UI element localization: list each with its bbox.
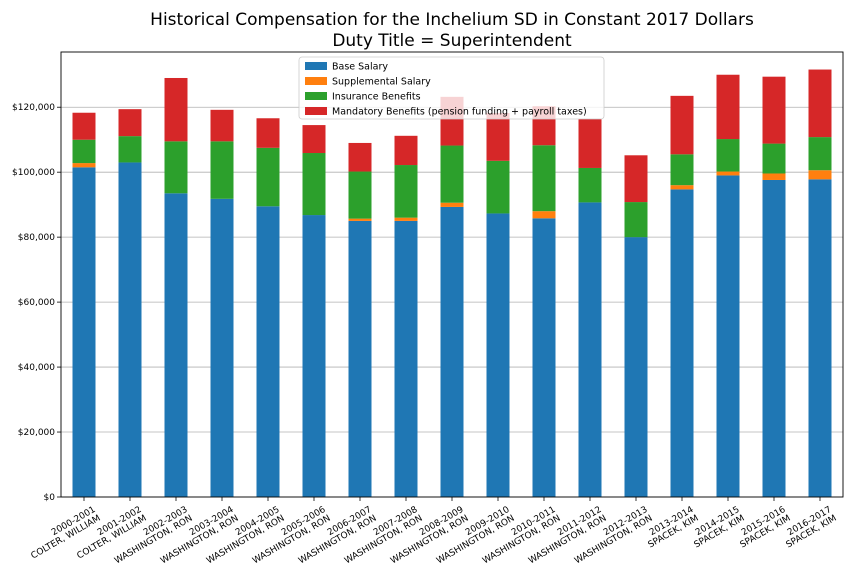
x-tick-label: 2016-2017SPACEK, KIM — [780, 505, 839, 551]
chart-subtitle: Duty Title = Superintendent — [332, 31, 572, 51]
bar-segment — [348, 218, 372, 221]
bar-segment — [302, 153, 326, 216]
legend-box — [298, 56, 605, 120]
x-tick-label: 2014-2015SPACEK, KIM — [688, 505, 747, 551]
bar-segment — [440, 206, 464, 497]
bar-segment — [164, 77, 188, 142]
bar-segment — [808, 170, 832, 180]
bar-segment — [348, 142, 372, 172]
y-tick-label: $20,000 — [18, 428, 55, 438]
bar-segment — [716, 139, 740, 172]
bar-segment — [762, 179, 786, 498]
y-tick-label: $0 — [44, 493, 56, 503]
bar-segment — [118, 162, 142, 497]
x-tick-label: 2013-2014SPACEK, KIM — [642, 505, 701, 551]
bar-segment — [762, 143, 786, 174]
bar-segment — [118, 109, 142, 137]
legend: Base Salary Supplemental Salary Insurance … — [298, 56, 605, 120]
legend-label: Supplemental Salary — [332, 77, 431, 88]
bar-segment — [72, 167, 96, 497]
bar-segment — [808, 69, 832, 138]
bar-segment — [716, 171, 740, 176]
bar-segment — [578, 167, 602, 203]
bar-segment — [210, 141, 234, 199]
bar-segment — [716, 74, 740, 140]
legend-swatch — [305, 77, 327, 85]
bar-segment — [256, 118, 280, 148]
y-tick-label: $60,000 — [18, 298, 55, 308]
bar-segment — [118, 136, 142, 163]
bar-segment — [486, 113, 510, 161]
y-tick-label: $80,000 — [18, 233, 55, 243]
bar-segment — [394, 220, 418, 498]
bar-segment — [532, 211, 556, 219]
y-tick-label: $100,000 — [12, 168, 55, 178]
bar-segment — [256, 147, 280, 207]
bar-segment — [164, 193, 188, 497]
bar-segment — [256, 206, 280, 497]
bar-segment — [486, 160, 510, 214]
bar-segment — [72, 139, 96, 164]
bar-segment — [808, 137, 832, 171]
bar-segment — [624, 237, 648, 497]
bar-segment — [210, 198, 234, 498]
bar-segment — [670, 185, 694, 190]
bar-segment — [486, 213, 510, 497]
bar-segment — [808, 179, 832, 497]
legend-label: Insurance Benefits — [332, 92, 421, 103]
plot-frame — [60, 51, 844, 498]
chart-title: Historical Compensation for the Incheliu… — [150, 10, 754, 30]
bar-segment — [210, 109, 234, 142]
legend-label: Mandatory Benefits (pension funding + pa… — [332, 107, 587, 118]
bar-segment — [164, 141, 188, 194]
bar-segment — [670, 154, 694, 186]
legend-swatch — [305, 92, 327, 100]
bar-segment — [72, 163, 96, 168]
bar-segment — [578, 202, 602, 498]
bar-segment — [762, 173, 786, 180]
legend-swatch — [305, 62, 327, 70]
y-tick-label: $40,000 — [18, 363, 55, 373]
bar-segment — [762, 76, 786, 144]
bar-segment — [578, 118, 602, 168]
bar-segment — [532, 218, 556, 497]
bar-segment — [302, 125, 326, 154]
bar-segment — [394, 165, 418, 218]
bar-segment — [348, 220, 372, 498]
y-tick-label: $120,000 — [12, 103, 55, 113]
bar-segment — [394, 217, 418, 221]
bar-segment — [302, 215, 326, 497]
bar-segment — [394, 135, 418, 166]
legend-swatch — [305, 107, 327, 115]
bar-segment — [670, 189, 694, 497]
legend-label: Base Salary — [332, 62, 388, 73]
bar-segment — [624, 155, 648, 203]
bar-segment — [716, 175, 740, 497]
bar-segment — [624, 202, 648, 238]
bar-segment — [440, 202, 464, 207]
bar-segment — [348, 171, 372, 219]
bar-segment — [72, 112, 96, 140]
x-tick-label: 2015-2016SPACEK, KIM — [734, 505, 793, 551]
bar-segment — [440, 145, 464, 203]
bar-segment — [532, 145, 556, 212]
bars — [72, 69, 832, 498]
bar-segment — [670, 95, 694, 155]
